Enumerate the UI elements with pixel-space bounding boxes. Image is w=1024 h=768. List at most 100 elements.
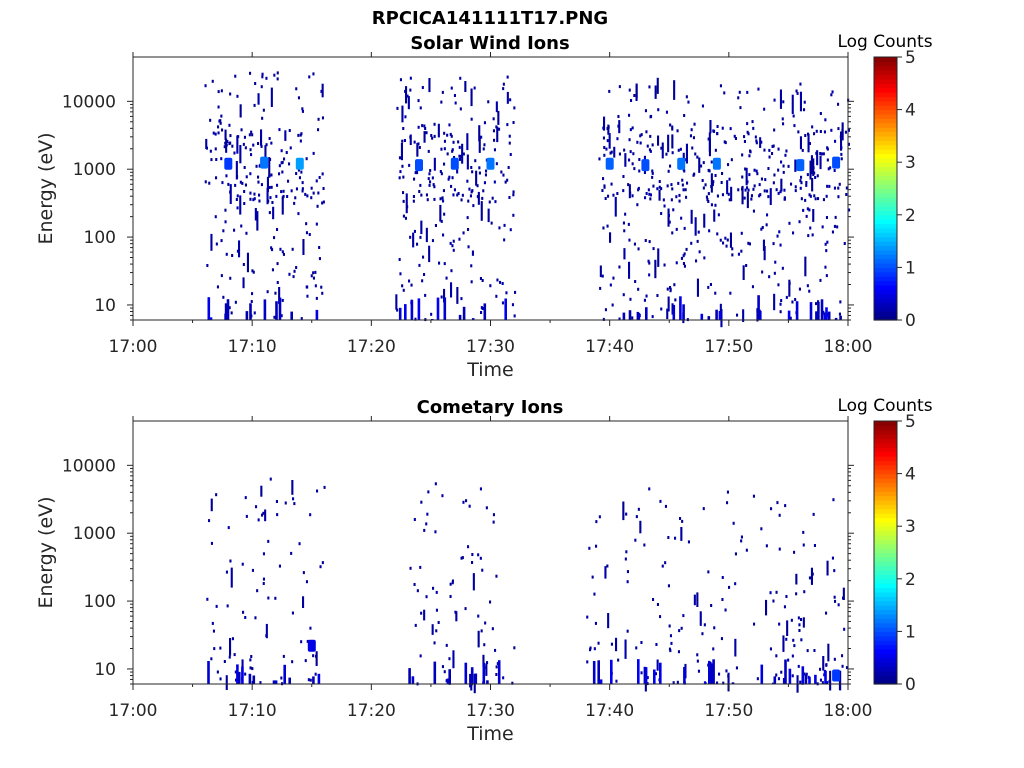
spectrogram-cell [229, 559, 232, 563]
spectrogram-cell [664, 504, 667, 508]
spectrogram-cell [460, 297, 463, 301]
spectrogram-cell [676, 680, 679, 684]
spectrogram-cell [461, 143, 464, 164]
spectrogram-cell [634, 280, 637, 283]
spectrogram-cell [254, 82, 257, 85]
spectrogram-cell [284, 501, 287, 505]
spectrogram-cell [268, 186, 271, 189]
spectrogram-cell [442, 199, 445, 203]
spectrogram-cell [815, 311, 818, 320]
spectrogram-cell [262, 577, 265, 581]
spectrogram-cell [710, 185, 713, 188]
spectrogram-cell [734, 552, 737, 556]
spectrogram-cell [406, 94, 409, 98]
spectrogram-cell [752, 187, 755, 191]
spectrogram-cell [257, 518, 260, 522]
spectrogram-cell [231, 254, 234, 257]
spectrogram-cell [603, 153, 606, 157]
spectrogram-cell [645, 130, 648, 134]
spectrogram-cell [414, 317, 417, 321]
spectrogram-cell [454, 101, 457, 105]
spectrogram-cell [646, 676, 649, 680]
spectrogram-cell [464, 662, 468, 684]
spectrogram-cell [409, 566, 412, 570]
spectrogram-cell [217, 125, 220, 129]
spectrogram-cell [424, 293, 427, 297]
spectrogram-cell [223, 145, 226, 149]
spectrogram-cell [207, 297, 211, 320]
spectrogram-cell [697, 669, 700, 673]
spectrogram-cell [288, 272, 291, 276]
spectrogram-cell [314, 672, 317, 676]
spectrogram-cell [640, 133, 643, 137]
spectrogram-cell [440, 295, 443, 299]
spectrogram-cell [671, 151, 674, 155]
spectrogram-cell [722, 681, 725, 685]
x-tick-label: 17:30 [466, 701, 515, 721]
spectrogram-cell [772, 144, 775, 148]
spectrogram-cell [305, 580, 308, 584]
x-tick-label: 17:00 [109, 701, 158, 721]
spectrogram-cell [260, 144, 263, 148]
spectrogram-cell [497, 660, 501, 684]
spectrogram-cell [636, 311, 640, 320]
spectrogram-cell [627, 222, 630, 226]
spectrogram-cell [297, 96, 300, 100]
spectrogram-cell [803, 590, 806, 594]
spectrogram-cell [496, 126, 499, 143]
spectrogram-cell [270, 246, 273, 250]
spectrogram-cell [257, 180, 260, 184]
spectrogram-cell [648, 273, 651, 277]
spectrogram-cell [293, 502, 296, 506]
spectrogram-cell [792, 114, 795, 118]
colorbar-swatch [874, 434, 897, 440]
spectrogram-cell [657, 135, 660, 146]
spectrogram-cell [267, 596, 270, 600]
spectrogram-cell [678, 193, 681, 197]
spectrogram-cell [317, 673, 321, 684]
spectrogram-cell [613, 146, 616, 158]
spectrogram-cell [269, 196, 272, 200]
spectrogram-cell [670, 198, 673, 202]
spectrogram-cell [640, 641, 643, 644]
spectrogram-cell [434, 224, 437, 227]
spectrogram-cell [847, 142, 850, 146]
spectrogram-cell [427, 177, 430, 181]
spectrogram-cell [601, 189, 604, 192]
spectrogram-cell [423, 124, 426, 128]
spectrogram-cell [440, 147, 443, 151]
spectrogram-cell [435, 590, 438, 594]
spectrogram-cell [724, 141, 727, 145]
spectrogram-cell [493, 148, 496, 152]
spectrogram-cell [398, 156, 401, 160]
spectrogram-cell [278, 564, 281, 568]
spectrogram-cell [310, 274, 313, 278]
spectrogram-cell [667, 134, 670, 153]
spectrogram-cell [671, 231, 674, 235]
spectrogram-cell [658, 185, 661, 189]
spectrogram-cell [836, 225, 839, 229]
spectrogram-cell [669, 649, 672, 653]
spectrogram-cell [433, 641, 436, 645]
spectrogram-cell [496, 278, 499, 282]
peak-mark [307, 639, 316, 652]
spectrogram-cell [512, 213, 515, 217]
spectrogram-cell [408, 163, 411, 167]
spectrogram-cell [440, 100, 443, 104]
spectrogram-cell [228, 123, 231, 127]
spectrogram-cell [233, 151, 236, 155]
spectrogram-cell [431, 239, 434, 243]
spectrogram-cell [477, 614, 480, 618]
spectrogram-cell [638, 158, 641, 161]
spectrogram-cell [682, 304, 685, 320]
spectrogram-cell [402, 191, 405, 195]
spectrogram-cell [608, 133, 611, 149]
spectrogram-cell [270, 141, 273, 145]
spectrogram-cell [793, 550, 796, 554]
spectrogram-cell [299, 139, 302, 143]
spectrogram-cell [603, 185, 606, 189]
spectrogram-cell [828, 184, 831, 188]
spectrogram-cell [734, 137, 737, 140]
spectrogram-cell [725, 244, 728, 248]
spectrogram-cell [278, 287, 281, 304]
